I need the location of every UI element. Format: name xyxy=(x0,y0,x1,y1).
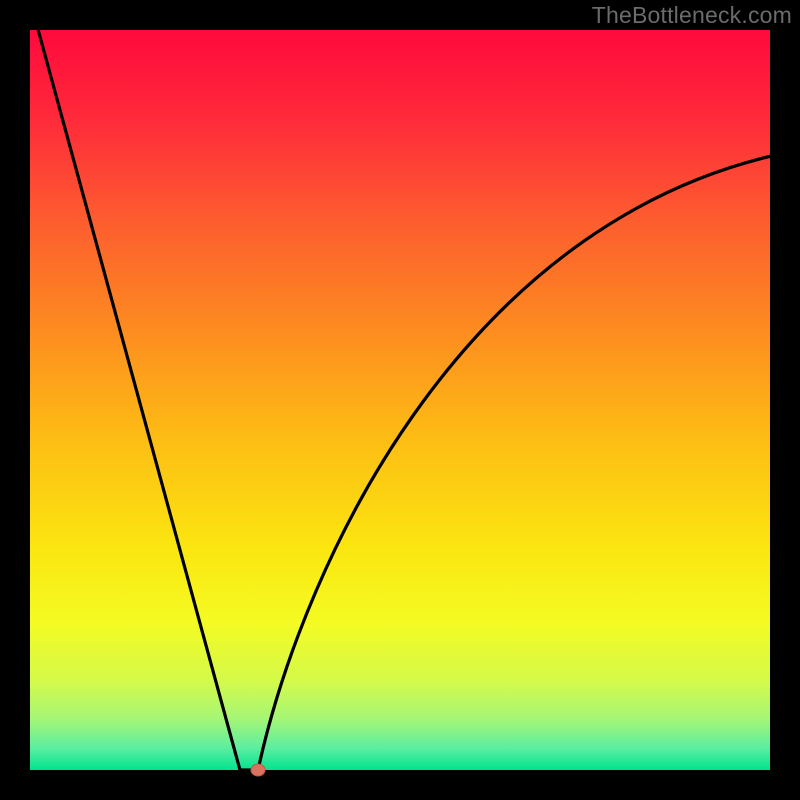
minimum-marker xyxy=(251,764,265,776)
bottleneck-chart: TheBottleneck.com xyxy=(0,0,800,800)
chart-svg xyxy=(0,0,800,800)
watermark-text: TheBottleneck.com xyxy=(592,2,792,29)
chart-plot-area xyxy=(30,30,770,770)
